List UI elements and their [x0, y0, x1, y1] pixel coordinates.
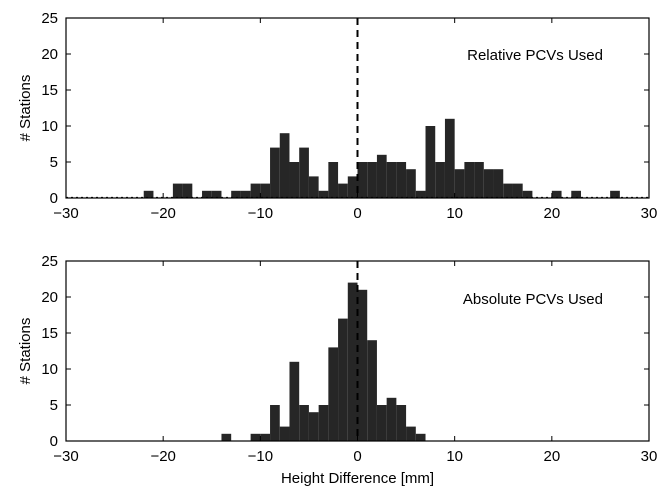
relative-pcv-bar — [484, 169, 494, 198]
absolute-pcv-bar — [319, 405, 329, 441]
relative-pcv-x-tick-label: 0 — [353, 205, 361, 222]
absolute-pcv-y-tick-label: 15 — [41, 325, 58, 342]
absolute-pcv-bar — [289, 362, 299, 441]
relative-pcv-bar — [464, 162, 474, 198]
relative-pcv-panel: −30 −20 −10 0 10 20 30 0 5 10 15 20 25 Relative PCV… — [17, 10, 657, 222]
relative-pcv-y-ticks: 0 5 10 15 20 25 — [41, 10, 649, 207]
absolute-pcv-bar — [270, 405, 280, 441]
relative-pcv-bar — [309, 176, 319, 198]
relative-pcv-bar — [328, 162, 338, 198]
relative-pcv-y-tick-label: 10 — [41, 118, 58, 135]
relative-pcv-bar — [513, 184, 523, 198]
relative-pcv-bar — [426, 126, 436, 198]
relative-pcv-y-tick-label: 20 — [41, 46, 58, 63]
relative-pcv-bar — [445, 119, 455, 198]
relative-pcv-y-tick-label: 5 — [50, 154, 58, 171]
relative-pcv-y-tick-label: 25 — [41, 10, 58, 27]
relative-pcv-bar — [280, 133, 290, 198]
relative-pcv-bar — [503, 184, 513, 198]
absolute-pcv-y-tick-label: 0 — [50, 433, 58, 450]
relative-pcv-x-tick-label: −30 — [53, 205, 78, 222]
absolute-pcv-bar — [406, 427, 416, 441]
relative-pcv-bars — [144, 119, 620, 198]
relative-pcv-bar — [299, 148, 309, 198]
absolute-pcv-y-tick-label: 5 — [50, 397, 58, 414]
relative-pcv-x-tick-label: 10 — [446, 205, 463, 222]
absolute-pcv-y-tick-label: 25 — [41, 253, 58, 270]
absolute-pcv-y-tick-label: 10 — [41, 361, 58, 378]
relative-pcv-x-tick-label: −10 — [248, 205, 273, 222]
relative-pcv-bar — [494, 169, 504, 198]
relative-pcv-bar — [455, 169, 465, 198]
absolute-pcv-bar — [377, 405, 387, 441]
relative-pcv-bar — [474, 162, 484, 198]
absolute-pcv-x-tick-label: −20 — [150, 448, 175, 465]
relative-pcv-y-tick-label: 15 — [41, 82, 58, 99]
relative-pcv-bar — [183, 184, 193, 198]
absolute-pcv-x-tick-label: −30 — [53, 448, 78, 465]
relative-pcv-bar — [173, 184, 183, 198]
absolute-pcv-bar — [367, 340, 377, 441]
absolute-pcv-bars — [221, 283, 425, 441]
absolute-pcv-bar — [358, 290, 368, 441]
absolute-pcv-x-tick-label: −10 — [248, 448, 273, 465]
absolute-pcv-y-axis-label: # Stations — [17, 318, 34, 385]
absolute-pcv-bar — [387, 398, 397, 441]
absolute-pcv-bar — [416, 434, 426, 441]
relative-pcv-bar — [338, 184, 348, 198]
relative-pcv-bar — [435, 162, 445, 198]
absolute-pcv-y-tick-label: 20 — [41, 289, 58, 306]
absolute-pcv-bar — [221, 434, 231, 441]
relative-pcv-annotation: Relative PCVs Used — [467, 47, 603, 64]
relative-pcv-bar — [251, 184, 261, 198]
absolute-pcv-x-tick-label: 30 — [641, 448, 658, 465]
absolute-pcv-bar — [396, 405, 406, 441]
absolute-pcv-panel: −30 −20 −10 0 10 20 30 0 5 10 15 20 25 Absolute PCV… — [0, 0, 657, 487]
relative-pcv-bar — [358, 162, 368, 198]
absolute-pcv-bar — [299, 405, 309, 441]
relative-pcv-x-tick-label: 30 — [641, 205, 658, 222]
absolute-pcv-bar — [338, 319, 348, 441]
absolute-pcv-bar — [309, 412, 319, 441]
absolute-pcv-bar — [280, 427, 290, 441]
absolute-pcv-x-tick-label: 20 — [543, 448, 560, 465]
relative-pcv-bar — [406, 169, 416, 198]
absolute-pcv-x-tick-label: 10 — [446, 448, 463, 465]
absolute-pcv-x-tick-label: 0 — [353, 448, 361, 465]
relative-pcv-bar — [396, 162, 406, 198]
absolute-pcv-bar — [251, 434, 261, 441]
absolute-pcv-x-axis-label: Height Difference [mm] — [281, 470, 434, 487]
absolute-pcv-bar — [328, 347, 338, 441]
relative-pcv-y-tick-label: 0 — [50, 190, 58, 207]
absolute-pcv-bar — [348, 283, 358, 441]
relative-pcv-y-axis-label: # Stations — [17, 75, 34, 142]
relative-pcv-bar — [367, 162, 377, 198]
relative-pcv-x-tick-label: −20 — [150, 205, 175, 222]
relative-pcv-bar — [387, 162, 397, 198]
absolute-pcv-bar — [260, 434, 270, 441]
relative-pcv-bar — [377, 155, 387, 198]
relative-pcv-bar — [348, 176, 358, 198]
relative-pcv-bar — [260, 184, 270, 198]
absolute-pcv-annotation: Absolute PCVs Used — [463, 291, 603, 308]
relative-pcv-x-tick-label: 20 — [543, 205, 560, 222]
relative-pcv-bar — [289, 162, 299, 198]
relative-pcv-bar — [270, 148, 280, 198]
